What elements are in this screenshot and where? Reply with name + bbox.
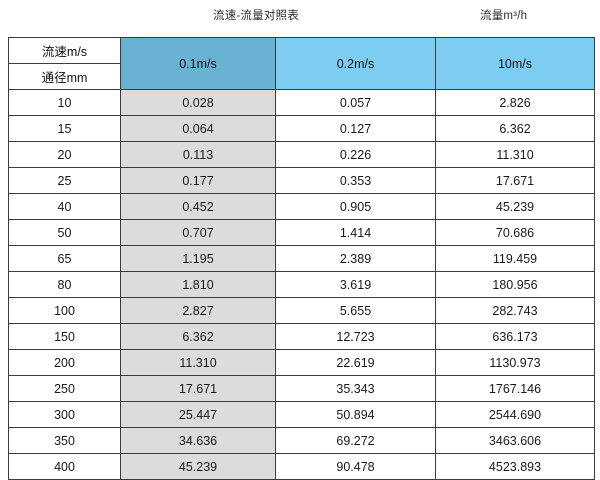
cell-diameter: 200 <box>8 349 121 376</box>
table-row: 300 25.447 50.894 2544.690 <box>8 401 595 428</box>
cell-flow-0.1: 0.064 <box>120 115 276 142</box>
cell-diameter: 65 <box>8 245 121 272</box>
table-header-row-top: 流速m/s 0.1m/s 0.2m/s 10m/s <box>8 37 595 90</box>
cell-diameter: 10 <box>8 89 121 116</box>
cell-flow-0.2: 90.478 <box>275 453 436 480</box>
cell-flow-0.1: 34.636 <box>120 427 276 454</box>
cell-flow-0.1: 25.447 <box>120 401 276 428</box>
cell-diameter: 15 <box>8 115 121 142</box>
cell-flow-10: 11.310 <box>435 141 595 168</box>
cell-flow-0.2: 0.127 <box>275 115 436 142</box>
cell-flow-0.2: 5.655 <box>275 297 436 324</box>
cell-flow-0.2: 0.057 <box>275 89 436 116</box>
cell-flow-0.1: 0.707 <box>120 219 276 246</box>
column-header-velocity-0: 0.1m/s <box>120 37 276 90</box>
cell-flow-0.1: 1.810 <box>120 271 276 298</box>
cell-flow-0.2: 35.343 <box>275 375 436 402</box>
cell-diameter: 20 <box>8 141 121 168</box>
cell-flow-0.1: 0.113 <box>120 141 276 168</box>
table-row: 40 0.452 0.905 45.239 <box>8 193 595 220</box>
cell-flow-0.1: 0.452 <box>120 193 276 220</box>
cell-diameter: 25 <box>8 167 121 194</box>
column-header-velocity-2: 10m/s <box>435 37 595 90</box>
cell-diameter: 400 <box>8 453 121 480</box>
table-row: 100 2.827 5.655 282.743 <box>8 297 595 324</box>
cell-flow-0.2: 22.619 <box>275 349 436 376</box>
cell-diameter: 50 <box>8 219 121 246</box>
cell-diameter: 40 <box>8 193 121 220</box>
table-row: 250 17.671 35.343 1767.146 <box>8 375 595 402</box>
table-row: 65 1.195 2.389 119.459 <box>8 245 595 272</box>
table-row: 50 0.707 1.414 70.686 <box>8 219 595 246</box>
cell-flow-10: 4523.893 <box>435 453 595 480</box>
cell-flow-10: 180.956 <box>435 271 595 298</box>
cell-flow-10: 70.686 <box>435 219 595 246</box>
table-row: 80 1.810 3.619 180.956 <box>8 271 595 298</box>
cell-flow-10: 17.671 <box>435 167 595 194</box>
cell-flow-0.1: 0.177 <box>120 167 276 194</box>
cell-flow-0.2: 1.414 <box>275 219 436 246</box>
cell-diameter: 100 <box>8 297 121 324</box>
cell-flow-10: 1767.146 <box>435 375 595 402</box>
cell-flow-10: 2544.690 <box>435 401 595 428</box>
cell-flow-0.2: 50.894 <box>275 401 436 428</box>
cell-flow-0.2: 12.723 <box>275 323 436 350</box>
cell-flow-10: 2.826 <box>435 89 595 116</box>
flow-velocity-table: 流速m/s 0.1m/s 0.2m/s 10m/s 通径mm 10 0.028 … <box>8 37 595 480</box>
cell-flow-10: 119.459 <box>435 245 595 272</box>
cell-flow-0.1: 6.362 <box>120 323 276 350</box>
cell-flow-10: 6.362 <box>435 115 595 142</box>
table-row: 200 11.310 22.619 1130.973 <box>8 349 595 376</box>
cell-flow-0.2: 0.905 <box>275 193 436 220</box>
table-header-row-bottom: 通径mm <box>8 63 595 90</box>
cell-flow-10: 282.743 <box>435 297 595 324</box>
table-row: 25 0.177 0.353 17.671 <box>8 167 595 194</box>
cell-diameter: 150 <box>8 323 121 350</box>
corner-header-velocity-label: 流速m/s <box>8 37 121 64</box>
unit-label: 流量m³/h <box>480 10 528 22</box>
cell-flow-0.1: 45.239 <box>120 453 276 480</box>
column-header-velocity-1: 0.2m/s <box>275 37 436 90</box>
cell-flow-0.1: 2.827 <box>120 297 276 324</box>
cell-flow-10: 3463.606 <box>435 427 595 454</box>
table-body: 流速m/s 0.1m/s 0.2m/s 10m/s 通径mm 10 0.028 … <box>8 37 595 480</box>
cell-flow-0.2: 0.226 <box>275 141 436 168</box>
cell-flow-0.1: 0.028 <box>120 89 276 116</box>
flow-velocity-table-container: 流速m/s 0.1m/s 0.2m/s 10m/s 通径mm 10 0.028 … <box>8 37 595 480</box>
table-row: 10 0.028 0.057 2.826 <box>8 89 595 116</box>
cell-diameter: 350 <box>8 427 121 454</box>
table-row: 350 34.636 69.272 3463.606 <box>8 427 595 454</box>
cell-flow-10: 636.173 <box>435 323 595 350</box>
cell-flow-10: 1130.973 <box>435 349 595 376</box>
cell-flow-0.2: 3.619 <box>275 271 436 298</box>
table-row: 150 6.362 12.723 636.173 <box>8 323 595 350</box>
page-title: 流速-流量对照表 <box>213 10 299 22</box>
cell-diameter: 250 <box>8 375 121 402</box>
cell-flow-0.1: 17.671 <box>120 375 276 402</box>
table-row: 20 0.113 0.226 11.310 <box>8 141 595 168</box>
cell-flow-0.2: 2.389 <box>275 245 436 272</box>
cell-flow-0.2: 69.272 <box>275 427 436 454</box>
cell-flow-0.1: 1.195 <box>120 245 276 272</box>
cell-diameter: 300 <box>8 401 121 428</box>
cell-flow-0.1: 11.310 <box>120 349 276 376</box>
table-row: 400 45.239 90.478 4523.893 <box>8 453 595 480</box>
cell-diameter: 80 <box>8 271 121 298</box>
corner-header-diameter-label: 通径mm <box>8 63 121 90</box>
cell-flow-0.2: 0.353 <box>275 167 436 194</box>
caption-strip: 流速-流量对照表 流量m³/h <box>0 0 600 38</box>
table-row: 15 0.064 0.127 6.362 <box>8 115 595 142</box>
cell-flow-10: 45.239 <box>435 193 595 220</box>
